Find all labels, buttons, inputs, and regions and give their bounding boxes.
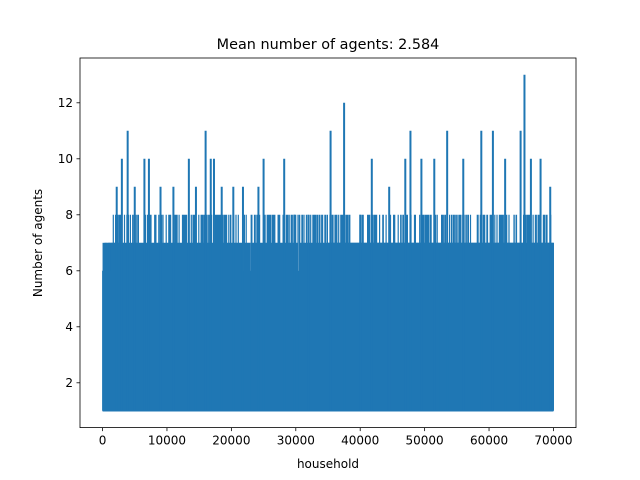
y-tick-label: 12 xyxy=(58,96,73,110)
x-tick-label: 50000 xyxy=(406,434,444,448)
y-tick-label: 10 xyxy=(58,152,73,166)
x-tick-label: 40000 xyxy=(341,434,379,448)
y-tick-label: 8 xyxy=(65,208,73,222)
chart-title: Mean number of agents: 2.584 xyxy=(217,37,440,53)
axes-frame xyxy=(79,57,577,429)
y-tick-label: 4 xyxy=(65,320,73,334)
x-axis-label: household xyxy=(297,457,359,471)
x-tick-label: 10000 xyxy=(148,434,186,448)
x-tick-label: 0 xyxy=(99,434,107,448)
y-axis-label: Number of agents xyxy=(31,189,45,297)
plot-area xyxy=(102,74,554,412)
series-texture xyxy=(102,214,554,411)
x-tick-label: 60000 xyxy=(470,434,508,448)
y-tick-label: 2 xyxy=(65,376,73,390)
x-tick-label: 70000 xyxy=(534,434,572,448)
series-layer xyxy=(102,74,554,412)
y-tick-label: 6 xyxy=(65,264,73,278)
x-tick-label: 30000 xyxy=(277,434,315,448)
x-tick-label: 20000 xyxy=(212,434,250,448)
y-axis-ticks: 2 4 6 8 10 12 xyxy=(58,96,80,390)
x-axis-ticks: 0 10000 20000 30000 40000 50000 60000 70000 xyxy=(99,427,573,448)
